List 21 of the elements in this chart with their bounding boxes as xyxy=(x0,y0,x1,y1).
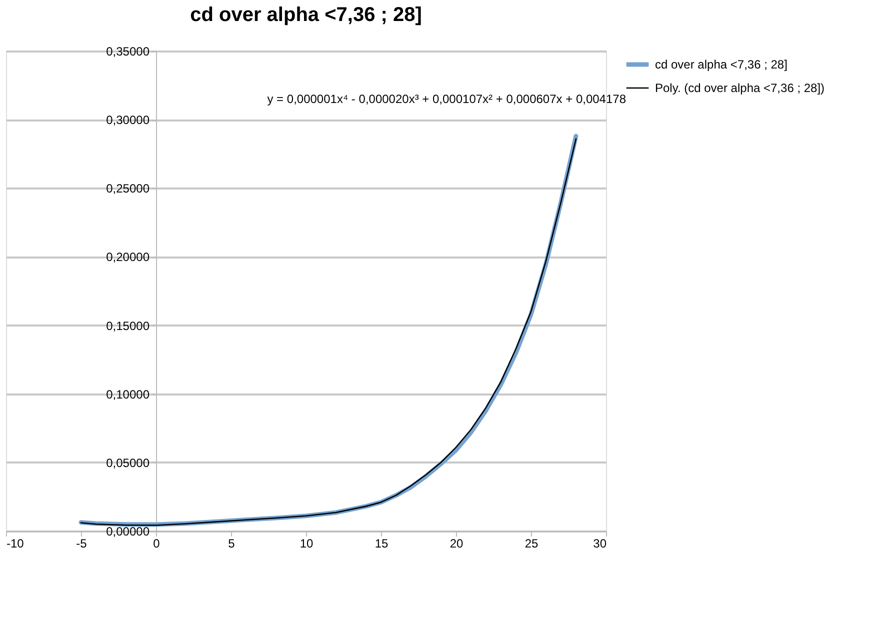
legend-label: cd over alpha <7,36 ; 28] xyxy=(655,58,788,72)
x-tick-label: 10 xyxy=(300,536,314,550)
x-tick-label: 20 xyxy=(450,536,464,550)
y-tick-label: 0,15000 xyxy=(106,318,150,333)
x-tick-label: 0 xyxy=(153,536,160,550)
x-tick-label: 5 xyxy=(228,536,236,550)
chart-title: cd over alpha <7,36 ; 28] xyxy=(190,4,422,26)
y-tick-label: 0,00000 xyxy=(106,524,150,538)
annotation: y = 0,000001x⁴ - 0,000020x³ + 0,000107x² + 0,000607x + 0,004178 xyxy=(267,92,626,106)
y-tick-label: 0,10000 xyxy=(106,387,150,402)
y-tick-label: 0,20000 xyxy=(106,250,150,264)
y-tick-label: 0,30000 xyxy=(106,113,150,128)
x-tick-label: -10 xyxy=(6,536,24,550)
legend-label: Poly. (cd over alpha <7,36 ; 28]) xyxy=(655,81,825,95)
x-tick-label: 25 xyxy=(524,536,538,550)
x-tick-label: 30 xyxy=(593,536,607,550)
x-tick-label: 15 xyxy=(374,536,388,550)
x-tick-label: -5 xyxy=(76,536,88,550)
y-tick-label: 0,05000 xyxy=(106,456,150,470)
y-tick-label: 0,25000 xyxy=(106,182,150,196)
y-tick-label: 0,35000 xyxy=(106,44,150,58)
